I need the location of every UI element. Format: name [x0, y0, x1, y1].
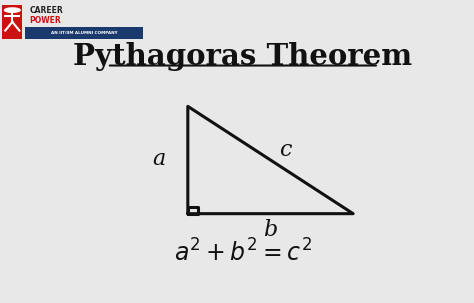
Text: a: a: [152, 148, 165, 170]
Text: b: b: [264, 219, 278, 241]
Text: Pythagoras Theorem: Pythagoras Theorem: [73, 42, 412, 71]
Circle shape: [5, 8, 20, 12]
Text: POWER: POWER: [29, 16, 61, 25]
Text: AN IIT/IIM ALUMNI COMPANY: AN IIT/IIM ALUMNI COMPANY: [51, 31, 118, 35]
Text: $a^2 + b^2 = c^2$: $a^2 + b^2 = c^2$: [174, 240, 312, 267]
Bar: [2, 5, 22, 39]
Bar: [25, 28, 143, 39]
Text: CAREER: CAREER: [29, 6, 63, 15]
Text: c: c: [279, 138, 292, 161]
